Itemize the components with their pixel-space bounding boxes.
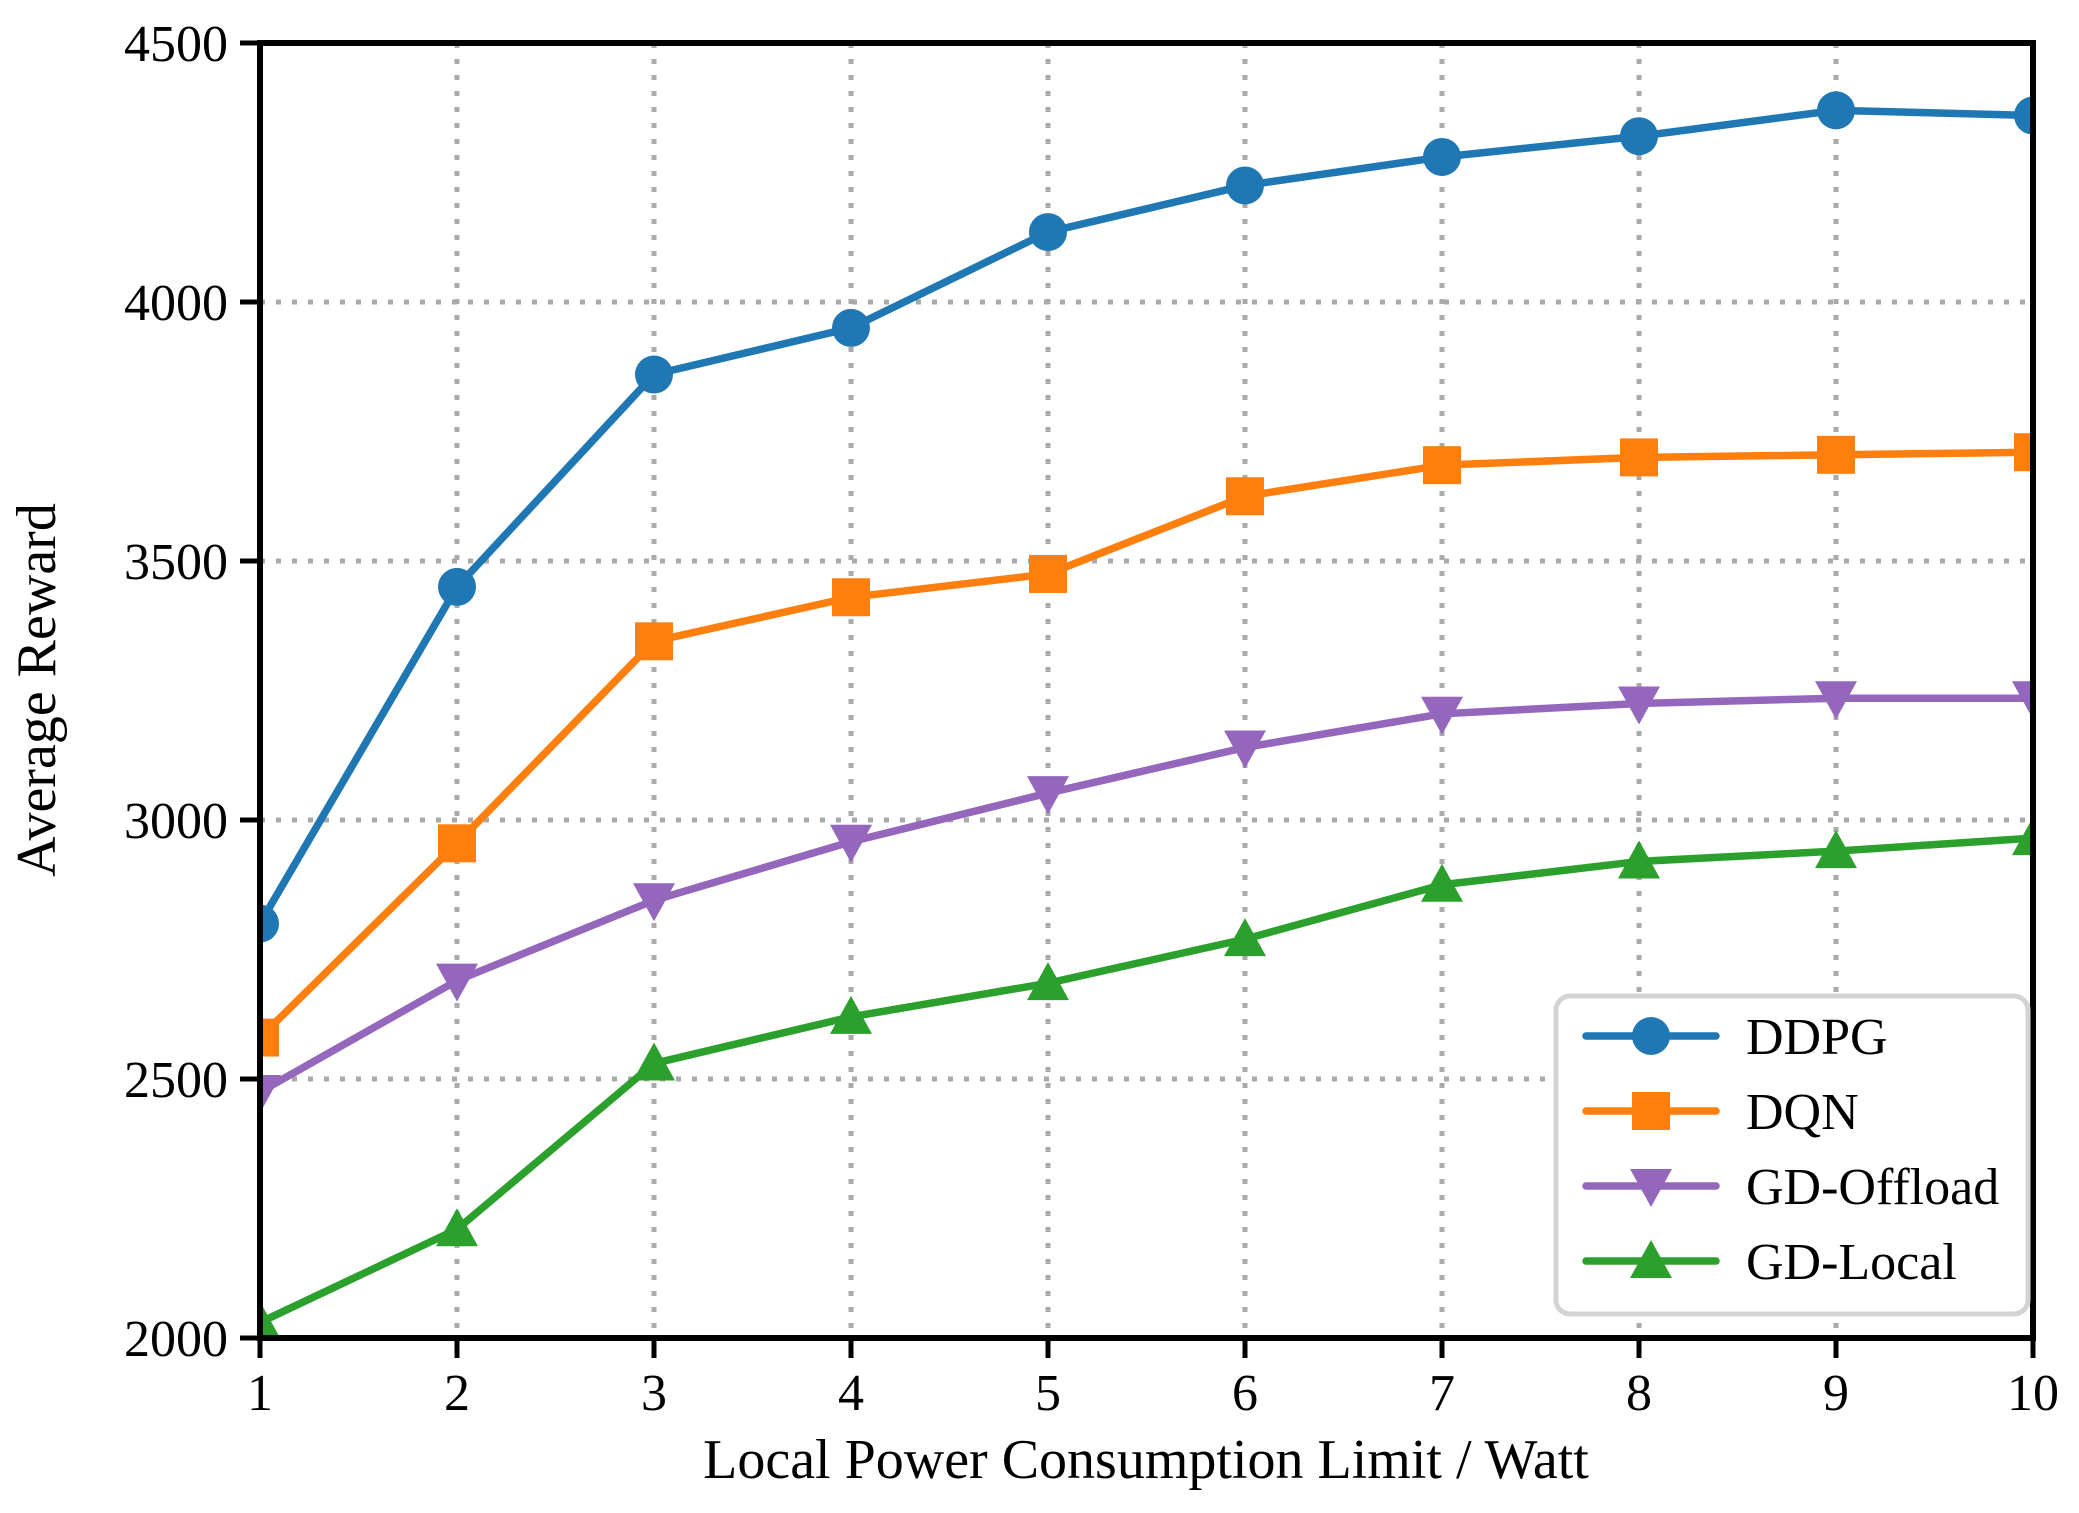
legend-label-DDPG: DDPG [1746, 1009, 1888, 1066]
legend-box [1553, 993, 2031, 1317]
legend-marker-DQN [1632, 1092, 1670, 1130]
legend-label-DQN: DQN [1746, 1084, 1859, 1141]
marker-DQN-x6 [1226, 477, 1264, 516]
x-tick-label-6: 6 [1232, 1365, 1258, 1422]
series-line-GD-Local [260, 834, 2033, 1327]
x-tick-label-7: 7 [1429, 1365, 1455, 1422]
marker-DDPG-x10 [2014, 96, 2033, 135]
marker-DDPG-x9 [1817, 91, 1855, 130]
legend: DDPG DQN GD-Offload GD-Local [1553, 993, 2031, 1317]
y-tick-label-2000: 2000 [124, 1311, 228, 1368]
marker-DQN-x5 [1029, 554, 1067, 593]
marker-GD-Local-x6 [1224, 918, 1266, 957]
marker-GD-Offload-x6 [1224, 730, 1266, 769]
marker-GD-Local-x10 [2012, 817, 2033, 856]
axes-layer [257, 40, 2036, 1341]
series-GD-Offload [260, 681, 2033, 1113]
y-tick-label-2500: 2500 [124, 1052, 228, 1109]
x-tick-label-5: 5 [1035, 1365, 1061, 1422]
marker-GD-Offload-x1 [260, 1074, 281, 1113]
marker-DQN-x9 [1817, 435, 1855, 474]
marker-GD-Local-x3 [633, 1042, 675, 1081]
legend-marker-GD-Local [1630, 1240, 1672, 1278]
marker-DDPG-x1 [260, 904, 279, 943]
marker-GD-Offload-x9 [1815, 681, 1857, 720]
marker-DDPG-x8 [1620, 117, 1658, 156]
legend-label-GD-Local: GD-Local [1746, 1234, 1957, 1291]
y-tick-label-3500: 3500 [124, 534, 228, 591]
legend-marker-DDPG [1632, 1017, 1670, 1055]
y-tick-label-4500: 4500 [124, 16, 228, 73]
legend-entry-GD-Local: GD-Local [1582, 1234, 1957, 1291]
series-GD-Local [260, 817, 2033, 1338]
marker-GD-Offload-x2 [436, 963, 478, 1002]
series-DDPG [260, 91, 2033, 943]
legend-entry-DQN: DQN [1582, 1084, 1859, 1141]
marker-GD-Local-x2 [436, 1208, 478, 1247]
marker-DQN-x10 [2014, 433, 2033, 472]
series-layer [260, 91, 2033, 1338]
x-tick-label-4: 4 [838, 1365, 864, 1422]
marker-DDPG-x2 [438, 567, 476, 606]
x-tick-label-1: 1 [247, 1365, 273, 1422]
legend-label-GD-Offload: GD-Offload [1746, 1159, 1999, 1216]
series-line-GD-Offload [260, 694, 2033, 1096]
marker-GD-Local-x8 [1618, 840, 1660, 879]
plot-border [257, 40, 2036, 1341]
marker-GD-Local-x5 [1027, 962, 1069, 1001]
marker-GD-Offload-x7 [1421, 696, 1463, 735]
marker-GD-Offload-x5 [1027, 776, 1069, 815]
marker-DQN-x4 [832, 578, 870, 617]
marker-DDPG-x5 [1029, 213, 1067, 252]
marker-DDPG-x3 [635, 355, 673, 394]
x-tick-label-2: 2 [444, 1365, 470, 1422]
marker-DQN-x7 [1423, 446, 1461, 485]
x-tick-label-10: 10 [2007, 1365, 2059, 1422]
x-tick-label-9: 9 [1823, 1365, 1849, 1422]
marker-GD-Local-x7 [1421, 863, 1463, 902]
marker-DQN-x3 [635, 622, 673, 661]
series-DQN [260, 433, 2033, 1057]
series-line-DDPG [260, 106, 2033, 928]
marker-GD-Offload-x3 [633, 883, 675, 922]
marker-GD-Offload-x10 [2012, 681, 2033, 720]
x-tick-label-8: 8 [1626, 1365, 1652, 1422]
marker-GD-Local-x1 [260, 1301, 281, 1338]
series-line-DQN [260, 448, 2033, 1042]
marker-DDPG-x4 [832, 308, 870, 347]
marker-DQN-x8 [1620, 438, 1658, 477]
marker-GD-Offload-x4 [830, 824, 872, 863]
marker-GD-Local-x9 [1815, 830, 1857, 869]
marker-DDPG-x6 [1226, 166, 1264, 205]
y-tick-label-3000: 3000 [124, 793, 228, 850]
y-tick-label-4000: 4000 [124, 275, 228, 332]
y-axis-label: Average Reward [6, 503, 68, 877]
legend-entry-GD-Offload: GD-Offload [1582, 1159, 1999, 1216]
legend-entry-DDPG: DDPG [1582, 1009, 1888, 1066]
legend-marker-GD-Offload [1630, 1169, 1672, 1207]
marker-GD-Offload-x8 [1618, 686, 1660, 725]
marker-GD-Local-x4 [830, 995, 872, 1034]
marker-DDPG-x7 [1423, 137, 1461, 176]
x-axis-label: Local Power Consumption Limit / Watt [703, 1429, 1589, 1491]
marker-DQN-x2 [438, 824, 476, 863]
x-tick-label-3: 3 [641, 1365, 667, 1422]
ticks-layer: 1 2 3 4 5 6 7 8 9 10 2000 2500 3000 3500 4000 4500 [124, 16, 2059, 1422]
marker-DQN-x1 [260, 1018, 279, 1057]
